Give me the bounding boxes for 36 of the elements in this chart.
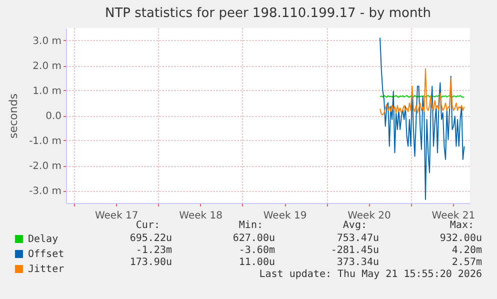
x-tick-label: Week 17 bbox=[94, 210, 138, 222]
x-tick-label: Week 19 bbox=[263, 210, 307, 222]
text: 753.47u bbox=[336, 233, 379, 244]
y-tick-label: 2.0 m bbox=[32, 61, 62, 72]
y-tick-label: 3.0 m bbox=[32, 36, 62, 47]
text: 2.57m bbox=[452, 257, 482, 268]
x-tick-label: Week 18 bbox=[179, 210, 222, 222]
x-tick-label: Week 20 bbox=[348, 210, 391, 222]
text: 173.90u bbox=[130, 257, 172, 268]
text: Last update: Thu May 21 15:55:20 2026 bbox=[259, 269, 482, 280]
line-series bbox=[380, 68, 465, 116]
text: Avg: bbox=[342, 220, 367, 231]
text: Cur: bbox=[136, 220, 160, 231]
line-series bbox=[380, 37, 465, 200]
legend-label: Offset bbox=[28, 249, 64, 260]
x-tick-label: Week 21 bbox=[432, 210, 476, 222]
y-tick-label: 1.0 m bbox=[32, 86, 62, 97]
text: 932.00u bbox=[440, 233, 482, 244]
y-tick-label: 0.0 bbox=[46, 111, 62, 122]
text: Min: bbox=[238, 220, 263, 231]
text: 373.34u bbox=[336, 257, 379, 268]
y-tick-label: -3.0 m bbox=[29, 186, 62, 197]
legend-label: Jitter bbox=[28, 264, 64, 275]
text: 11.00u bbox=[238, 257, 275, 268]
chart-title: NTP statistics for peer 198.110.199.17 - by month bbox=[104, 6, 432, 21]
legend-label: Delay bbox=[28, 234, 58, 245]
text: -281.45u bbox=[330, 245, 379, 256]
text: -1.23m bbox=[136, 245, 172, 256]
y-axis-title: seconds bbox=[7, 93, 20, 138]
text: Max: bbox=[450, 220, 474, 231]
text: 695.22u bbox=[130, 233, 172, 244]
text: 627.00u bbox=[232, 233, 275, 244]
y-tick-label: -1.0 m bbox=[29, 136, 62, 147]
y-tick-label: -2.0 m bbox=[29, 161, 62, 172]
text: 4.20m bbox=[452, 245, 482, 256]
text: -3.60m bbox=[238, 245, 275, 256]
